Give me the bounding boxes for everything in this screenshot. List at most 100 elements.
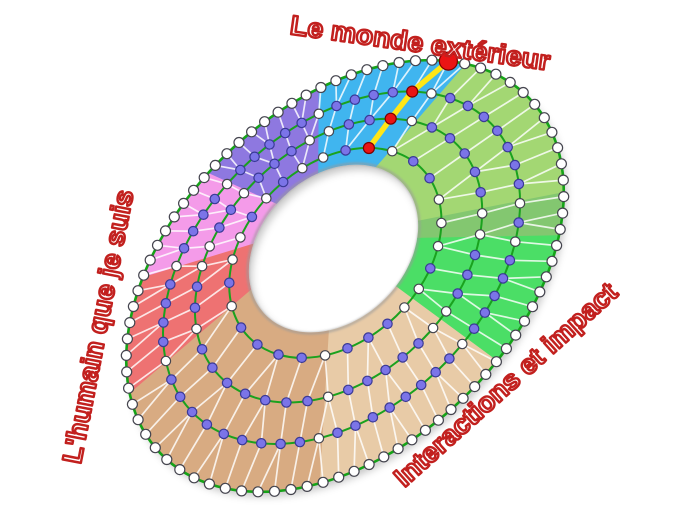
mesh-node[interactable] bbox=[264, 139, 275, 150]
mesh-node[interactable] bbox=[149, 442, 161, 454]
mesh-node[interactable] bbox=[238, 187, 250, 199]
mesh-node[interactable] bbox=[221, 178, 233, 190]
mesh-node[interactable] bbox=[224, 277, 235, 289]
mesh-node[interactable] bbox=[140, 428, 152, 440]
mesh-node[interactable] bbox=[204, 241, 215, 252]
mesh-node[interactable] bbox=[504, 76, 516, 89]
mesh-node[interactable] bbox=[273, 349, 284, 360]
mesh-node[interactable] bbox=[127, 300, 139, 313]
mesh-node[interactable] bbox=[529, 98, 541, 110]
mesh-node[interactable] bbox=[300, 89, 312, 101]
mesh-node[interactable] bbox=[188, 472, 200, 484]
mesh-node[interactable] bbox=[317, 476, 329, 488]
mesh-node[interactable] bbox=[168, 211, 180, 223]
mesh-node[interactable] bbox=[433, 194, 445, 205]
mesh-node[interactable] bbox=[174, 391, 186, 403]
mesh-node[interactable] bbox=[260, 193, 272, 204]
mesh-node[interactable] bbox=[502, 141, 513, 153]
mesh-node[interactable] bbox=[504, 254, 516, 266]
mesh-node[interactable] bbox=[165, 279, 176, 290]
mesh-node[interactable] bbox=[345, 69, 357, 81]
mesh-node[interactable] bbox=[166, 374, 177, 385]
mesh-node[interactable] bbox=[332, 427, 343, 439]
mesh-node[interactable] bbox=[474, 229, 486, 240]
mesh-node[interactable] bbox=[221, 377, 233, 389]
mesh-node[interactable] bbox=[534, 286, 546, 298]
mesh-node[interactable] bbox=[400, 391, 412, 403]
mesh-node[interactable] bbox=[513, 178, 525, 190]
mesh-node[interactable] bbox=[518, 315, 531, 327]
mesh-node[interactable] bbox=[323, 126, 335, 137]
mesh-node[interactable] bbox=[554, 223, 566, 235]
mesh-node[interactable] bbox=[226, 300, 237, 312]
mesh-node[interactable] bbox=[296, 117, 307, 129]
mesh-node[interactable] bbox=[196, 343, 208, 355]
mesh-node[interactable] bbox=[415, 379, 427, 391]
mesh-node[interactable] bbox=[121, 333, 134, 345]
mesh-node[interactable] bbox=[252, 486, 264, 498]
mesh-node[interactable] bbox=[342, 342, 353, 354]
mesh-node[interactable] bbox=[259, 394, 271, 406]
mesh-node[interactable] bbox=[546, 126, 558, 138]
mesh-node[interactable] bbox=[348, 465, 360, 477]
mesh-node[interactable] bbox=[178, 243, 190, 254]
mesh-node[interactable] bbox=[393, 56, 405, 69]
mesh-node[interactable] bbox=[209, 193, 221, 205]
mesh-node[interactable] bbox=[426, 54, 438, 66]
highlighted-path[interactable] bbox=[366, 58, 452, 151]
mesh-node[interactable] bbox=[236, 485, 248, 497]
mesh-node[interactable] bbox=[159, 225, 172, 237]
mesh-node[interactable] bbox=[120, 349, 132, 361]
mesh-node[interactable] bbox=[452, 288, 463, 299]
mesh-node[interactable] bbox=[526, 301, 539, 313]
mesh-node[interactable] bbox=[138, 269, 150, 281]
mesh-node[interactable] bbox=[315, 81, 327, 94]
mesh-node[interactable] bbox=[214, 222, 225, 233]
mesh-node[interactable] bbox=[517, 86, 529, 99]
mesh-node[interactable] bbox=[555, 158, 568, 170]
mesh-node[interactable] bbox=[459, 148, 470, 159]
mesh-node[interactable] bbox=[469, 381, 481, 393]
mesh-node[interactable] bbox=[191, 281, 203, 292]
sector-red[interactable] bbox=[126, 242, 254, 394]
mesh-node[interactable] bbox=[246, 211, 258, 223]
mesh-node[interactable] bbox=[126, 398, 138, 410]
mesh-node[interactable] bbox=[409, 55, 422, 67]
mesh-node[interactable] bbox=[406, 434, 418, 446]
mesh-node[interactable] bbox=[513, 217, 524, 228]
mesh-node[interactable] bbox=[246, 126, 258, 138]
mesh-node[interactable] bbox=[277, 176, 289, 188]
mesh-node[interactable] bbox=[514, 198, 526, 209]
sector-light-tan[interactable] bbox=[316, 286, 498, 485]
mesh-node[interactable] bbox=[399, 302, 410, 313]
mesh-node[interactable] bbox=[286, 97, 298, 109]
mesh-node[interactable] bbox=[188, 184, 200, 196]
mesh-node[interactable] bbox=[386, 145, 398, 157]
mesh-node[interactable] bbox=[424, 263, 436, 274]
mesh-node[interactable] bbox=[279, 127, 291, 139]
mesh-node[interactable] bbox=[187, 225, 199, 237]
mesh-node[interactable] bbox=[268, 485, 281, 497]
mesh-node[interactable] bbox=[221, 148, 233, 160]
mesh-node[interactable] bbox=[476, 208, 488, 219]
mesh-node[interactable] bbox=[225, 204, 237, 216]
mesh-node[interactable] bbox=[253, 172, 264, 184]
mesh-node[interactable] bbox=[479, 307, 491, 318]
mesh-node[interactable] bbox=[281, 397, 292, 408]
mesh-node[interactable] bbox=[132, 285, 144, 297]
mesh-node[interactable] bbox=[255, 437, 267, 449]
mesh-node[interactable] bbox=[302, 395, 313, 407]
mesh-node[interactable] bbox=[368, 89, 379, 101]
mesh-node[interactable] bbox=[546, 255, 558, 267]
mesh-node[interactable] bbox=[551, 142, 564, 154]
mesh-node[interactable] bbox=[349, 94, 361, 105]
mesh-node[interactable] bbox=[178, 197, 190, 209]
mesh-node[interactable] bbox=[317, 152, 329, 163]
mesh-node[interactable] bbox=[207, 362, 218, 373]
mesh-node[interactable] bbox=[419, 424, 431, 436]
mesh-node[interactable] bbox=[144, 254, 156, 266]
mesh-node[interactable] bbox=[427, 322, 439, 334]
mesh-node[interactable] bbox=[121, 366, 133, 378]
mesh-node[interactable] bbox=[259, 116, 271, 128]
mesh-node[interactable] bbox=[377, 59, 389, 72]
